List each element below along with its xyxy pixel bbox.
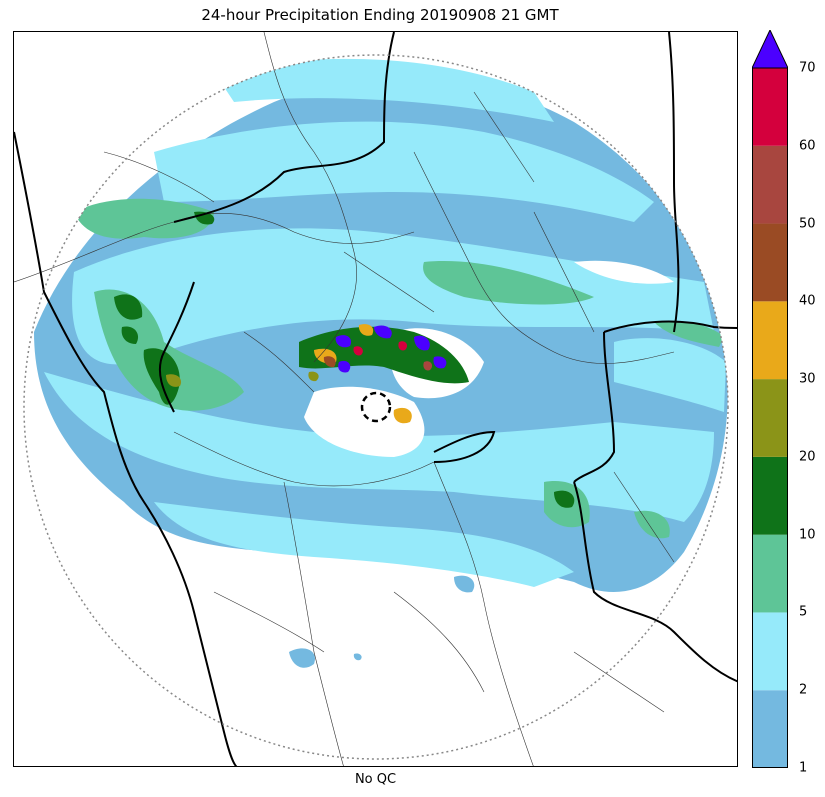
colorbar-tick-label: 1	[799, 760, 808, 776]
convective-cells	[299, 324, 469, 424]
state-boundaries	[14, 32, 737, 766]
colorbar-tick-label: 2	[799, 682, 808, 698]
district-boundaries	[14, 32, 675, 766]
radar-range-ring	[23, 54, 729, 760]
colorbar-bin	[752, 379, 788, 457]
colorbar-tick-label: 70	[799, 60, 816, 76]
colorbar-frame	[752, 67, 788, 768]
precip-area-5-10	[74, 198, 724, 539]
colorbar-bin	[752, 301, 788, 380]
colorbar-tick-label: 10	[799, 527, 816, 543]
radar-site-marker	[360, 391, 392, 423]
colorbar-bin	[752, 145, 788, 224]
colorbar-bin	[752, 690, 788, 768]
precipitation-map	[13, 31, 738, 767]
colorbar-tick-label: 30	[799, 371, 816, 387]
colorbar-tick-label: 40	[799, 293, 816, 309]
colorbar-bin	[752, 223, 788, 302]
colorbar	[752, 30, 788, 768]
colorbar-extend-arrow	[752, 30, 788, 69]
colorbar-bin	[752, 68, 788, 146]
colorbar-bin	[752, 612, 788, 691]
colorbar-tick-label: 50	[799, 216, 816, 232]
colorbar-tick-label: 60	[799, 138, 816, 154]
colorbar-bin	[752, 456, 788, 535]
map-canvas	[14, 32, 737, 766]
colorbar-bin	[752, 534, 788, 613]
precip-area-20-30	[166, 374, 182, 387]
precip-area-isolated	[289, 575, 475, 668]
plot-title: 24-hour Precipitation Ending 20190908 21…	[201, 6, 559, 24]
colorbar-tick-label: 20	[799, 449, 816, 465]
precipitation-field	[34, 58, 728, 668]
colorbar-tick-label: 5	[799, 604, 808, 620]
x-axis-label: No QC	[354, 772, 397, 787]
